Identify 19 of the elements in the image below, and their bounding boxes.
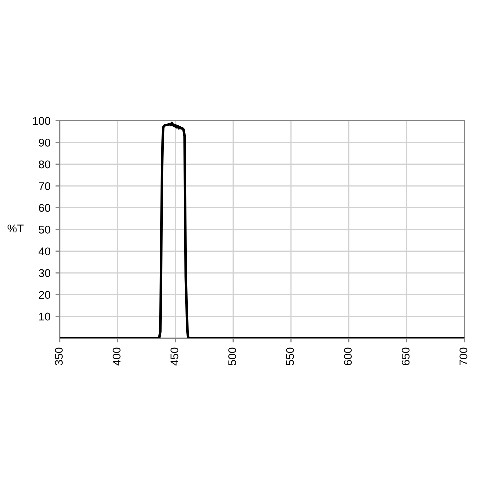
y-tick-label: 20 bbox=[39, 291, 51, 300]
y-tick-label: 80 bbox=[39, 160, 51, 169]
y-tick-label: 10 bbox=[39, 312, 51, 321]
x-tick-label: 650 bbox=[402, 348, 410, 366]
y-tick-label: 30 bbox=[39, 269, 51, 278]
x-tick-label: 400 bbox=[112, 348, 121, 366]
y-tick-label: 50 bbox=[39, 226, 51, 234]
y-tick-label: 40 bbox=[38, 248, 51, 256]
y-tick-label: 60 bbox=[39, 204, 51, 212]
y-tick-label: 90 bbox=[39, 138, 51, 147]
x-tick-label: 500 bbox=[228, 348, 236, 366]
x-tick-label: 700 bbox=[460, 348, 468, 366]
x-tick-label: 450 bbox=[170, 348, 179, 366]
y-tick-label: 70 bbox=[39, 182, 51, 190]
x-tick-label: 350 bbox=[55, 348, 63, 366]
x-tick-label: 600 bbox=[344, 348, 352, 366]
x-tick-label: 550 bbox=[286, 348, 294, 366]
y-axis-title: %T bbox=[8, 224, 24, 233]
y-tick-label: 100 bbox=[33, 117, 51, 126]
